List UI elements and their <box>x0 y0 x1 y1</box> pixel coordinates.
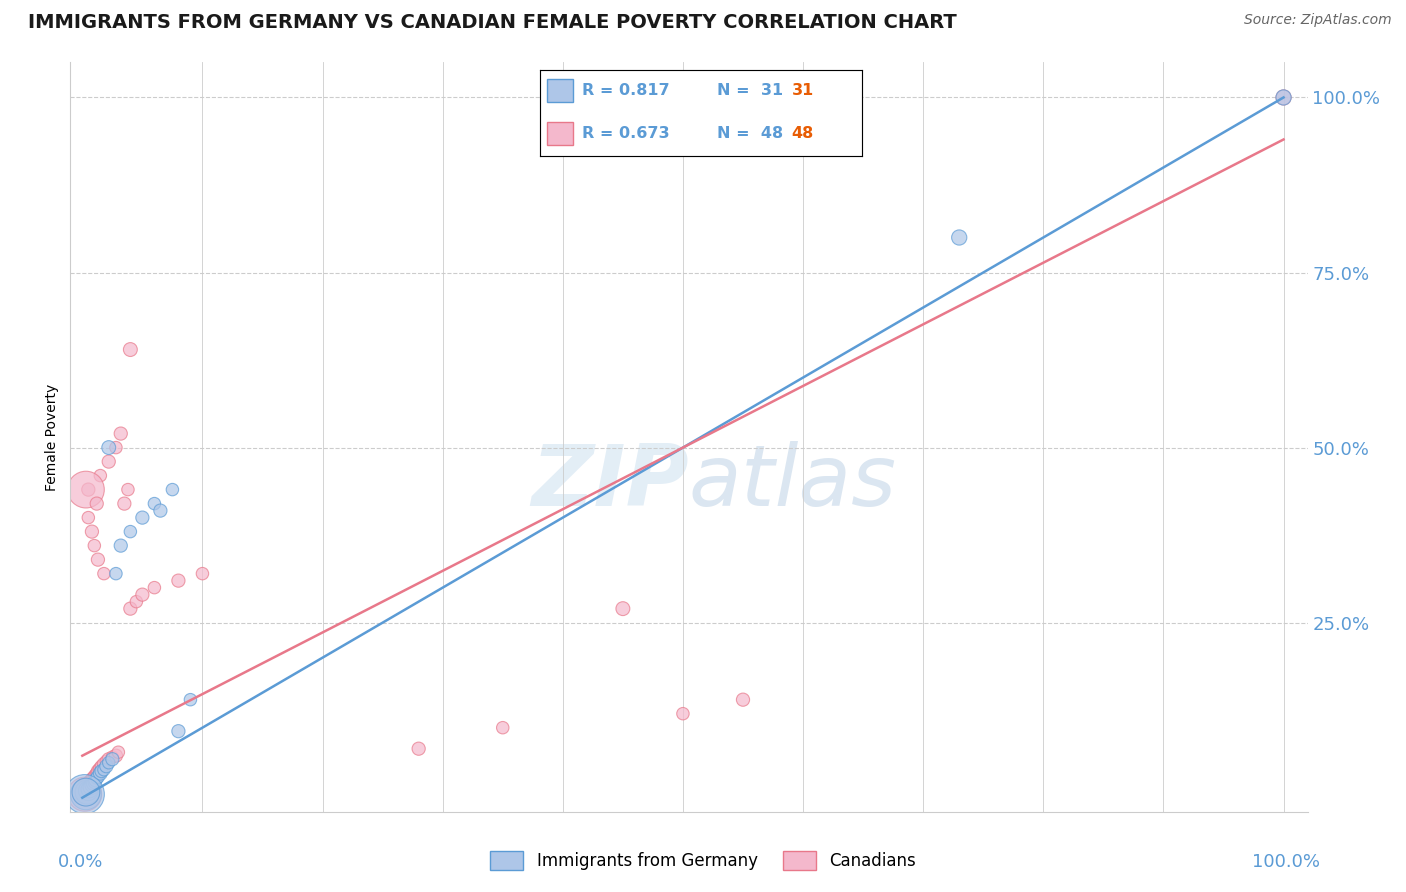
Legend: Immigrants from Germany, Canadians: Immigrants from Germany, Canadians <box>484 844 922 877</box>
Point <box>77 780 100 795</box>
Point <box>97 756 120 770</box>
Point <box>87 552 110 566</box>
Point <box>612 601 634 615</box>
Point <box>96 759 118 773</box>
Point <box>97 752 120 766</box>
Point <box>93 566 115 581</box>
Point <box>104 748 127 763</box>
Point <box>131 588 153 602</box>
Point <box>75 785 97 799</box>
Point <box>82 771 104 785</box>
Point <box>77 483 100 497</box>
Point <box>80 524 103 539</box>
Point <box>167 574 190 588</box>
Point <box>89 468 111 483</box>
Point <box>125 594 148 608</box>
Text: IMMIGRANTS FROM GERMANY VS CANADIAN FEMALE POVERTY CORRELATION CHART: IMMIGRANTS FROM GERMANY VS CANADIAN FEMA… <box>28 13 957 32</box>
Point <box>86 497 108 511</box>
Point <box>110 539 132 553</box>
Text: 100.0%: 100.0% <box>1251 853 1320 871</box>
Point <box>83 775 105 789</box>
Point <box>84 773 107 788</box>
Point <box>120 601 142 615</box>
Point <box>110 426 132 441</box>
Point <box>162 483 184 497</box>
Point <box>120 524 142 539</box>
Point <box>86 766 108 780</box>
Point <box>101 752 124 766</box>
Point <box>75 787 97 801</box>
Point <box>672 706 695 721</box>
Point <box>83 539 105 553</box>
Point <box>87 770 110 784</box>
Point <box>93 763 115 777</box>
Point <box>84 768 107 782</box>
Point <box>75 785 97 799</box>
Point <box>120 343 142 357</box>
Point <box>107 745 129 759</box>
Point <box>492 721 515 735</box>
Point <box>104 566 127 581</box>
Point <box>1272 90 1295 104</box>
Point <box>93 757 115 772</box>
Y-axis label: Female Poverty: Female Poverty <box>45 384 59 491</box>
Point <box>80 775 103 789</box>
Text: 0.0%: 0.0% <box>58 853 103 871</box>
Point <box>1272 90 1295 104</box>
Point <box>408 741 430 756</box>
Point <box>731 692 754 706</box>
Point <box>96 754 118 768</box>
Point <box>80 778 103 792</box>
Point <box>80 780 103 795</box>
Point <box>191 566 214 581</box>
Point <box>90 759 112 773</box>
Text: ZIP: ZIP <box>531 441 689 524</box>
Point <box>79 778 101 792</box>
Point <box>83 770 105 784</box>
Point <box>143 497 166 511</box>
Point <box>77 783 100 797</box>
Point <box>101 750 124 764</box>
Point <box>117 483 139 497</box>
Point <box>112 497 135 511</box>
Point <box>167 724 190 739</box>
Point <box>97 441 120 455</box>
Point <box>143 581 166 595</box>
Point <box>149 503 172 517</box>
Point <box>179 692 201 706</box>
Text: Source: ZipAtlas.com: Source: ZipAtlas.com <box>1244 13 1392 28</box>
Point <box>76 783 98 797</box>
Point <box>131 510 153 524</box>
Point <box>86 771 108 785</box>
Point <box>89 766 111 780</box>
Point <box>82 777 104 791</box>
Point <box>97 454 120 468</box>
Point <box>73 787 96 801</box>
Point <box>89 763 111 777</box>
Point <box>87 764 110 778</box>
Point <box>73 787 96 801</box>
Point <box>77 510 100 524</box>
Point <box>75 483 97 497</box>
Point <box>89 761 111 775</box>
Point <box>79 782 101 797</box>
Point <box>76 785 98 799</box>
Point <box>80 773 103 788</box>
Point <box>948 230 970 244</box>
Point <box>104 441 127 455</box>
Point <box>90 764 112 778</box>
Text: atlas: atlas <box>689 441 897 524</box>
